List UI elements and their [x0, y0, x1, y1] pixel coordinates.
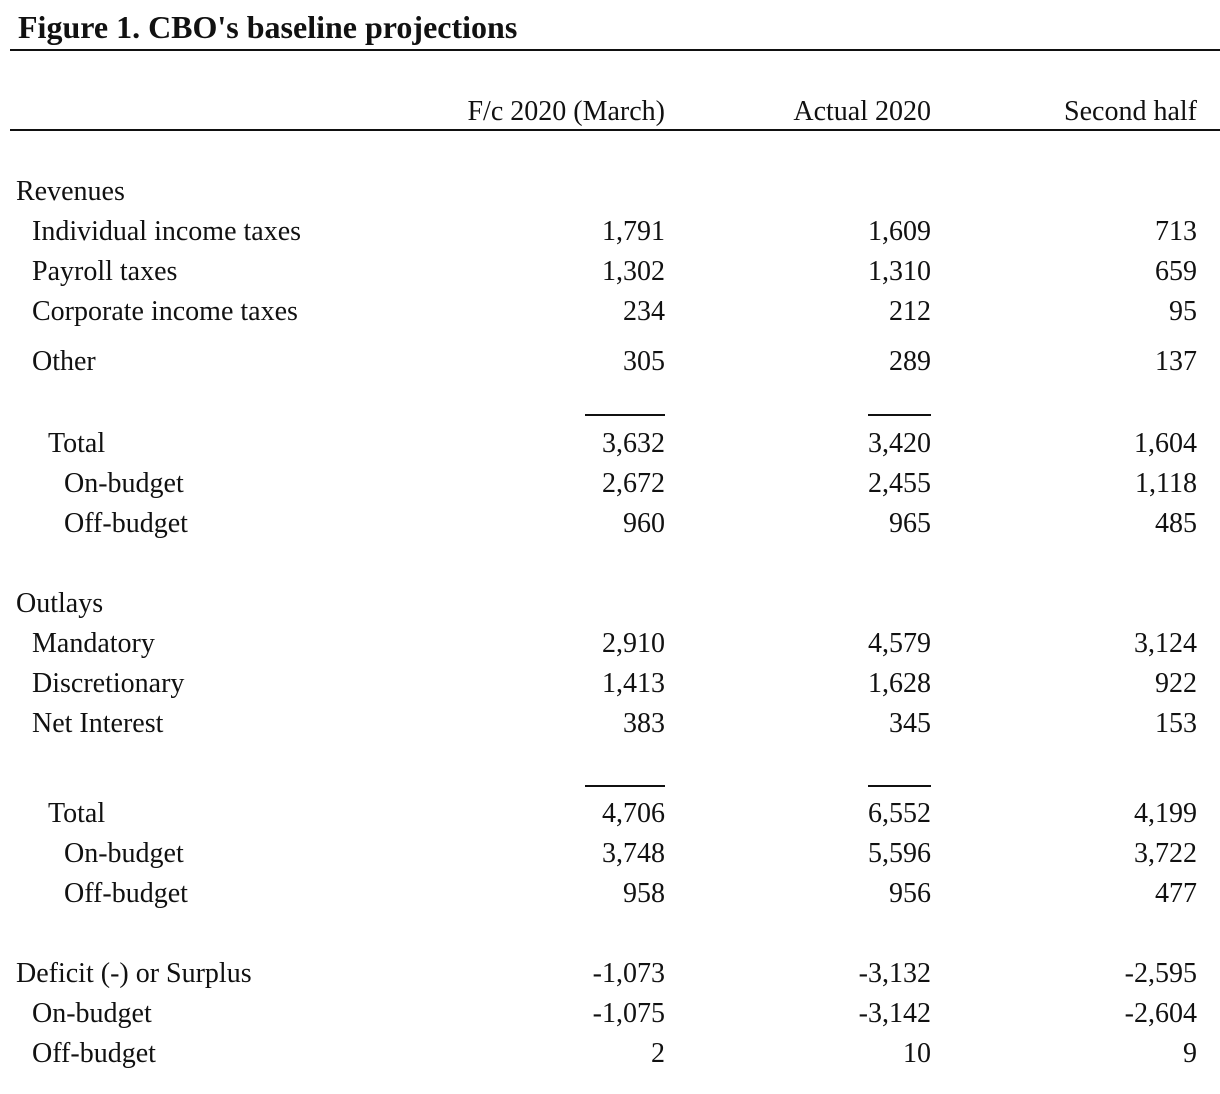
- cell-value: 958: [623, 878, 665, 909]
- cell-value: 289: [889, 346, 931, 377]
- row-label: Off-budget: [64, 508, 188, 539]
- cell-value: -3,142: [858, 998, 931, 1029]
- cell-value: 1,118: [1135, 468, 1197, 499]
- cell-value: 3,124: [1134, 628, 1197, 659]
- cell-value: 137: [1155, 346, 1197, 377]
- cell-value: 4,199: [1134, 798, 1197, 829]
- cell-value: 1,791: [602, 216, 665, 247]
- cell-value: 922: [1155, 668, 1197, 699]
- cell-value: 1,604: [1134, 428, 1197, 459]
- cell-value: 345: [889, 708, 931, 739]
- cell-value: 2,910: [602, 628, 665, 659]
- cell-value: 960: [623, 508, 665, 539]
- section-label: Outlays: [16, 588, 104, 619]
- row-label: Mandatory: [32, 628, 155, 659]
- cell-value: 2,455: [868, 468, 931, 499]
- cell-value: 3,420: [868, 428, 931, 459]
- section-label: Revenues: [16, 176, 125, 207]
- cell-value: 5,596: [868, 838, 931, 869]
- row-label: On-budget: [64, 468, 184, 499]
- cell-value: 1,609: [868, 216, 931, 247]
- cell-value: -2,595: [1124, 958, 1197, 989]
- sum-rule: [868, 414, 931, 416]
- title-rule: [10, 49, 1220, 51]
- cell-value: 212: [889, 296, 931, 327]
- cell-value: 1,628: [868, 668, 931, 699]
- row-label: Net Interest: [32, 708, 164, 739]
- cell-value: 713: [1155, 216, 1197, 247]
- cell-value: 10: [903, 1038, 931, 1069]
- cell-value: 3,748: [602, 838, 665, 869]
- cell-value: -3,132: [858, 958, 931, 989]
- cell-value: 485: [1155, 508, 1197, 539]
- cell-value: 3,632: [602, 428, 665, 459]
- row-label: Total: [48, 428, 106, 459]
- row-label: Individual income taxes: [32, 216, 302, 247]
- cell-value: 95: [1169, 296, 1197, 327]
- row-label: Off-budget: [64, 878, 188, 909]
- row-label: Off-budget: [32, 1038, 156, 1069]
- cell-value: -1,073: [592, 958, 665, 989]
- row-label: Payroll taxes: [32, 256, 178, 287]
- header-rule: [10, 129, 1220, 131]
- cell-value: -1,075: [592, 998, 665, 1029]
- row-label: Discretionary: [32, 668, 185, 699]
- cell-value: 659: [1155, 256, 1197, 287]
- row-label: On-budget: [64, 838, 184, 869]
- cell-value: -2,604: [1124, 998, 1197, 1029]
- row-label: Corporate income taxes: [32, 296, 298, 327]
- cell-value: 956: [889, 878, 931, 909]
- sum-rule: [585, 785, 665, 787]
- cell-value: 1,310: [868, 256, 931, 287]
- row-label: On-budget: [32, 998, 152, 1029]
- column-header: F/c 2020 (March): [467, 96, 665, 127]
- cell-value: 6,552: [868, 798, 931, 829]
- sum-rule: [868, 785, 931, 787]
- column-header: Second half: [1064, 96, 1197, 127]
- cell-value: 1,302: [602, 256, 665, 287]
- cell-value: 153: [1155, 708, 1197, 739]
- cell-value: 4,579: [868, 628, 931, 659]
- cell-value: 9: [1183, 1038, 1197, 1069]
- sum-rule: [585, 414, 665, 416]
- cell-value: 477: [1155, 878, 1197, 909]
- cell-value: 965: [889, 508, 931, 539]
- column-header: Actual 2020: [793, 96, 931, 127]
- cell-value: 4,706: [602, 798, 665, 829]
- row-label: Deficit (-) or Surplus: [16, 958, 252, 989]
- cell-value: 305: [623, 346, 665, 377]
- cell-value: 383: [623, 708, 665, 739]
- cell-value: 234: [623, 296, 665, 327]
- cell-value: 3,722: [1134, 838, 1197, 869]
- row-label: Other: [32, 346, 96, 377]
- row-label: Total: [48, 798, 106, 829]
- cell-value: 2,672: [602, 468, 665, 499]
- cell-value: 2: [651, 1038, 665, 1069]
- cell-value: 1,413: [602, 668, 665, 699]
- figure-title: Figure 1. CBO's baseline projections: [18, 9, 518, 45]
